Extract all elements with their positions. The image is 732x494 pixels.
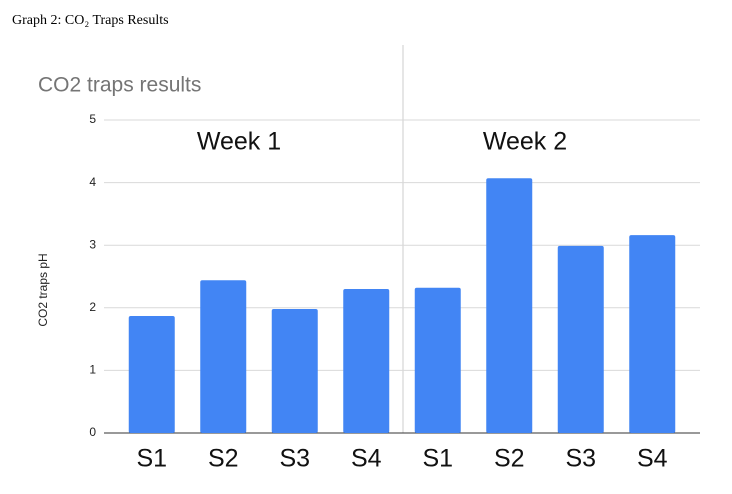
y-tick-label: 1 [89, 363, 96, 377]
bar [271, 309, 318, 433]
bar [557, 245, 604, 433]
y-tick-label: 2 [89, 300, 96, 314]
x-tick-label: S3 [565, 445, 596, 473]
x-tick-label: S2 [494, 445, 525, 473]
chart-title: CO2 traps results [38, 74, 201, 97]
x-tick-label: S1 [136, 445, 167, 473]
bar [486, 178, 533, 433]
x-tick-label: S4 [351, 445, 382, 473]
y-axis-label: CO2 traps pH [36, 253, 50, 326]
bar [414, 287, 461, 433]
caption: Graph 2: CO₂ Traps Results [12, 13, 169, 28]
x-tick-label: S1 [422, 445, 453, 473]
bar [200, 280, 247, 433]
y-tick-label: 4 [89, 175, 96, 189]
y-tick-label: 3 [89, 237, 96, 251]
annotation: Week 2 [483, 128, 567, 156]
x-tick-label: S4 [637, 445, 668, 473]
annotation: Week 1 [197, 128, 281, 156]
x-tick-label: S2 [208, 445, 239, 473]
x-tick-label: S3 [279, 445, 310, 473]
bar [343, 289, 390, 433]
y-tick-label: 5 [89, 112, 96, 126]
bar [128, 315, 175, 433]
y-tick-label: 0 [89, 425, 96, 439]
bar [629, 235, 676, 433]
